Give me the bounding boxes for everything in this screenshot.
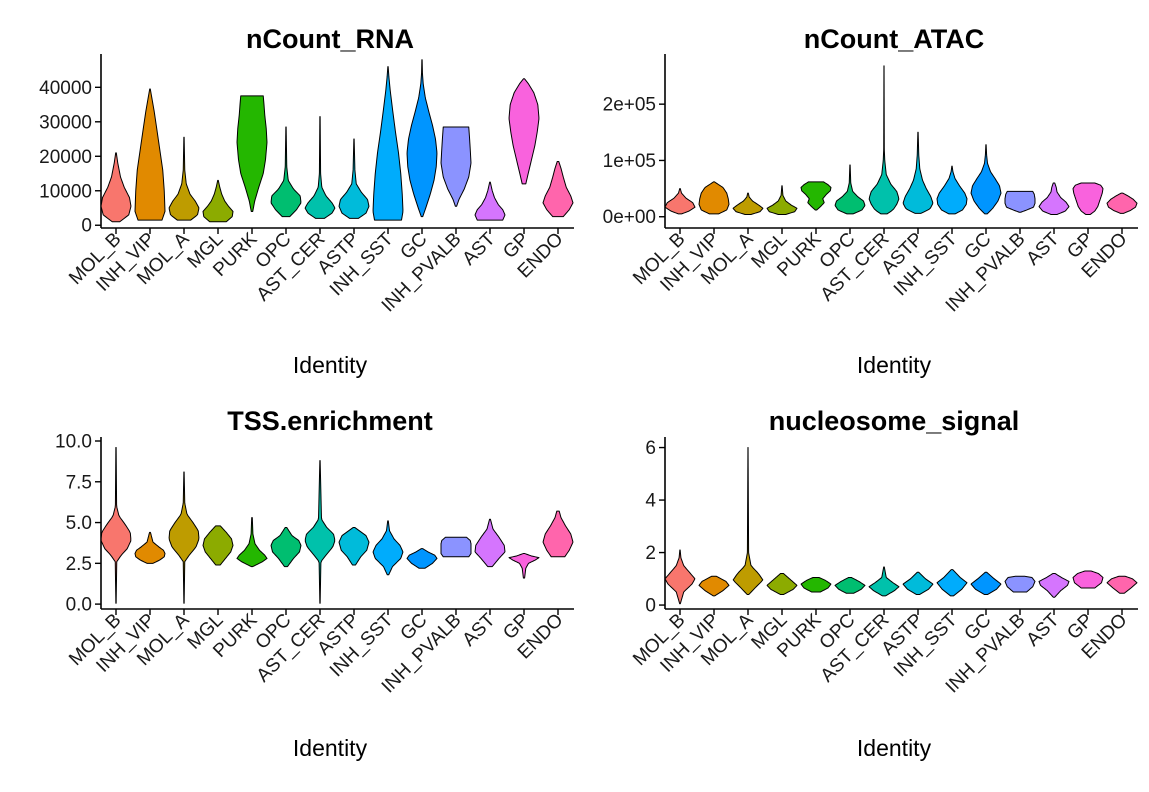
y-tick-label: 30000: [39, 112, 92, 133]
violin-mgl: [202, 525, 234, 566]
violin-endo: [542, 160, 574, 218]
violin-mgl: [766, 573, 798, 596]
violin-mol-b: [100, 152, 132, 223]
violin-inh-vip: [134, 88, 166, 221]
violin-inh-pvalb: [1004, 575, 1036, 593]
y-tick-label: 2.5: [66, 554, 92, 575]
violin-purk: [236, 95, 268, 212]
y-tick-label: 2e+05: [603, 95, 656, 116]
violin-ast: [474, 181, 506, 221]
y-tick-label: 40000: [39, 78, 92, 99]
violin-inh-sst: [936, 165, 968, 215]
violin-inh-sst: [936, 569, 968, 597]
y-tick-label: 0.0: [66, 595, 92, 616]
violin-inh-vip: [134, 531, 166, 564]
violin-opc: [834, 164, 866, 215]
y-tick-label: 2: [645, 543, 656, 564]
violin-endo: [542, 510, 574, 558]
violin-mgl: [766, 185, 798, 215]
y-tick-label: 10.0: [55, 432, 92, 453]
x-axis-label: Identity: [857, 352, 932, 378]
violin-astp: [338, 526, 370, 566]
y-tick-label: 10000: [39, 181, 92, 202]
violin-opc: [270, 126, 302, 218]
violin-astp: [902, 571, 934, 596]
violin-gp: [1072, 182, 1104, 215]
violin-ast-cer: [304, 460, 336, 604]
y-tick-label: 4: [645, 491, 656, 512]
violin-inh-pvalb: [440, 126, 472, 207]
y-tick-label: 0: [81, 216, 92, 237]
y-tick-label: 20000: [39, 147, 92, 168]
violin-astp: [338, 138, 370, 219]
x-axis-label: Identity: [293, 735, 368, 761]
violin-gp: [1072, 570, 1104, 589]
violin-mol-a: [168, 136, 200, 221]
violin-inh-pvalb: [1004, 190, 1036, 213]
violin-mol-a: [168, 471, 200, 604]
violin-ast: [1038, 182, 1070, 215]
violin-endo: [1106, 575, 1138, 594]
y-tick-label: 0: [645, 596, 656, 617]
violin-mol-a: [732, 192, 764, 215]
violin-inh-pvalb: [440, 536, 472, 558]
violin-mol-b: [664, 549, 696, 605]
chart-title: TSS.enrichment: [227, 406, 433, 436]
violin-purk: [800, 577, 832, 593]
violin-purk: [800, 181, 832, 211]
violin-ast: [474, 518, 506, 568]
violin-inh-vip: [698, 181, 730, 215]
chart-title: nCount_ATAC: [804, 24, 984, 54]
violin-inh-vip: [698, 575, 730, 597]
violin-mol-b: [664, 188, 696, 215]
violin-ast-cer: [304, 116, 336, 219]
chart-title: nCount_RNA: [246, 24, 414, 54]
violin-gp: [508, 78, 540, 185]
violin-gp: [508, 553, 540, 579]
chart-title: nucleosome_signal: [769, 406, 1020, 436]
violin-gc: [406, 548, 438, 569]
violin-mol-a: [732, 447, 764, 596]
violin-gc: [406, 59, 438, 218]
violin-ast: [1038, 573, 1070, 598]
violin-endo: [1106, 192, 1138, 214]
violin-opc: [270, 526, 302, 568]
violin-gc: [970, 144, 1002, 215]
y-tick-label: 5.0: [66, 513, 92, 534]
x-axis-label: Identity: [293, 352, 368, 378]
violin-ast-cer: [868, 65, 900, 215]
violin-mol-b: [100, 447, 132, 604]
violin-purk: [236, 517, 268, 568]
violin-opc: [834, 577, 866, 594]
y-tick-label: 6: [645, 438, 656, 459]
violin-astp: [902, 131, 934, 214]
violin-gc: [970, 571, 1002, 596]
violin-mgl: [202, 179, 234, 223]
y-tick-label: 0e+00: [603, 207, 656, 228]
violin-inh-sst: [372, 520, 404, 576]
x-axis-label: Identity: [857, 735, 932, 761]
violin-ast-cer: [868, 566, 900, 597]
violin-inh-sst: [372, 66, 404, 221]
y-tick-label: 7.5: [66, 472, 92, 493]
y-tick-label: 1e+05: [603, 151, 656, 172]
